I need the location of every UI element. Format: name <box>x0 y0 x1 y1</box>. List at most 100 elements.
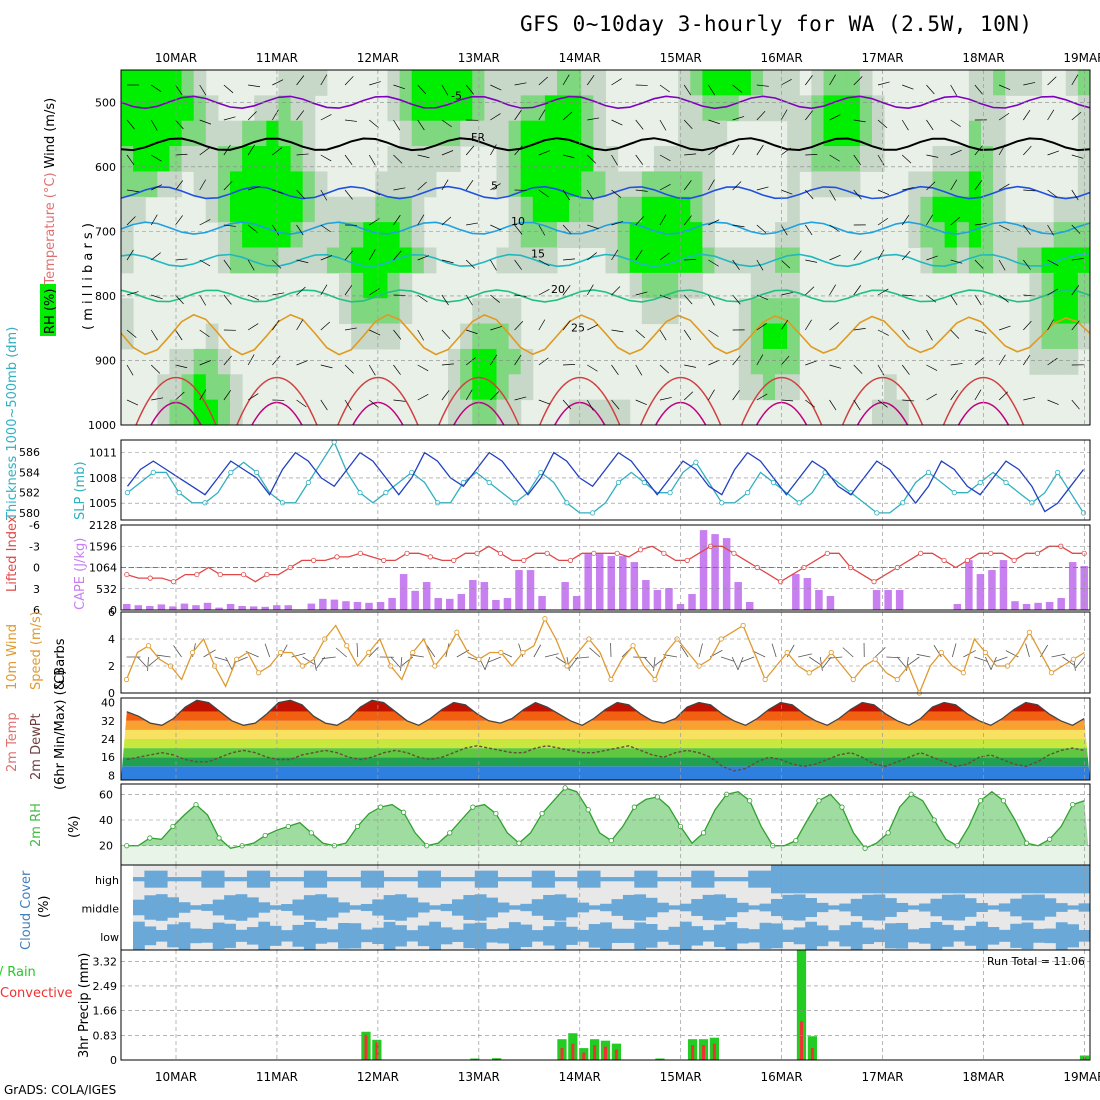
cloud-cell <box>246 897 259 918</box>
rh-line-marker <box>308 830 314 836</box>
cloud-cell <box>1044 865 1057 894</box>
rh-cell <box>823 95 837 122</box>
lifted-index-line-marker <box>170 579 177 585</box>
wind-speed-line-marker <box>630 643 636 649</box>
rh-cell <box>678 171 691 198</box>
wind-barb <box>805 224 813 236</box>
rh-cell <box>871 146 885 172</box>
wind-barb <box>400 656 403 671</box>
rh-cell <box>787 298 800 325</box>
temp-ytick: 24 <box>101 733 115 746</box>
rh-cell <box>375 247 388 274</box>
wind-barb <box>563 258 576 261</box>
upper-ytick: 800 <box>95 290 116 303</box>
cloud-cell <box>338 877 350 882</box>
thickness-line-marker <box>667 490 673 496</box>
rh-cell <box>133 146 146 172</box>
wind-barb <box>587 117 600 121</box>
wind-barb <box>587 224 599 230</box>
wind-barb <box>272 292 285 296</box>
lifted-index-line-marker <box>778 579 784 585</box>
cloud-cell <box>577 902 590 913</box>
surface-isotherm <box>337 377 419 426</box>
wind-barb <box>441 179 449 191</box>
rh-cell <box>920 222 934 248</box>
wind-barb <box>786 644 795 658</box>
rh-cell <box>932 222 946 248</box>
cloud-cell <box>884 923 897 949</box>
cloud-cell <box>1010 923 1023 948</box>
cloud-cell <box>782 894 795 921</box>
wind-barb <box>126 364 134 376</box>
wind-barb <box>586 74 595 86</box>
wind-barb <box>926 329 933 341</box>
rh-cell <box>956 196 970 223</box>
wind-barb <box>320 399 328 411</box>
precip-conv-bar <box>799 1021 803 1060</box>
rh-cell <box>678 95 691 122</box>
wind-barb <box>538 319 546 331</box>
wind-speed-line-marker <box>366 649 372 656</box>
wind-barb <box>569 656 579 669</box>
wind-barb <box>247 323 259 331</box>
cloud-cell <box>645 897 658 918</box>
wind-barb <box>974 656 988 662</box>
rh-cell <box>508 323 522 350</box>
rh-cell <box>351 323 364 350</box>
wind-barb <box>805 399 816 408</box>
wind-barb <box>926 393 937 401</box>
cloud-cell <box>565 877 578 882</box>
cloud-cell <box>155 930 168 942</box>
rh-cell <box>351 298 364 325</box>
surface-isotherm <box>135 377 217 426</box>
wind-barb <box>272 189 284 195</box>
rh-cell <box>1053 222 1067 248</box>
rh-cell <box>593 196 606 223</box>
rh-cell <box>242 196 255 223</box>
run-total-label: Run Total = 11.06 <box>987 955 1085 968</box>
cape-bar <box>526 570 535 610</box>
wind-ylabel-2: Speed (m/s) <box>29 611 44 690</box>
rh-cell <box>569 399 582 426</box>
rh-line-marker <box>354 823 361 830</box>
rh-cell <box>738 348 752 375</box>
wind-barb <box>708 147 719 156</box>
rh-cell <box>714 95 728 122</box>
rh-cell <box>145 70 158 96</box>
rh-cell <box>629 247 643 274</box>
cloud-cell <box>998 865 1011 894</box>
cape-bar <box>1057 598 1065 610</box>
rh-cell <box>205 399 219 426</box>
wind-barb <box>587 154 597 164</box>
wind-speed-line-marker <box>410 649 416 656</box>
rh-cell <box>859 70 873 96</box>
rh-cell <box>508 171 522 198</box>
cape-bar <box>457 594 466 610</box>
wind-barb <box>683 294 693 305</box>
cloud-cell <box>622 928 635 943</box>
cape-bar <box>215 607 223 610</box>
wind-barb <box>393 329 402 340</box>
thickness-line-marker <box>434 500 441 506</box>
lifted-index-line-marker <box>964 557 971 564</box>
rh-cell <box>557 120 570 147</box>
rh-cell <box>399 222 413 248</box>
wind-barb <box>611 329 624 333</box>
wind-barb <box>1071 258 1084 261</box>
rh-cell <box>787 272 800 299</box>
wind-speed-line-marker <box>498 649 504 656</box>
cloud-cell <box>1021 894 1034 921</box>
rh-cell <box>121 146 134 172</box>
lifted-index-line-marker <box>124 571 130 578</box>
cloud-cell <box>155 894 168 921</box>
precip-ylabel: 3hr Precip (mm) <box>77 953 92 1058</box>
wind-barb <box>490 113 501 121</box>
rh-cell <box>375 171 388 198</box>
wind-speed-line-marker <box>982 649 988 656</box>
lifted-index-line-marker <box>404 550 410 556</box>
cloud-cell <box>577 870 590 888</box>
wind-barb <box>950 119 961 127</box>
rh-cell <box>557 146 570 172</box>
cloud-cell <box>691 926 704 946</box>
rh-cell <box>1029 348 1043 375</box>
